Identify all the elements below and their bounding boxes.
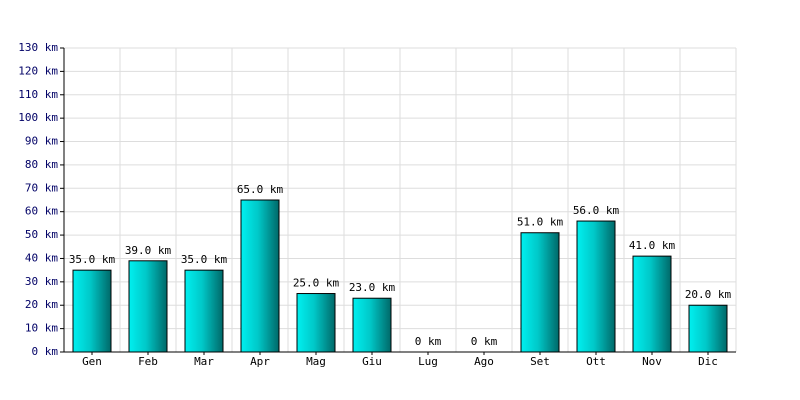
value-label: 23.0 km — [349, 281, 396, 294]
y-tick-label: 70 km — [25, 181, 58, 194]
x-tick-label: Set — [530, 355, 550, 368]
bar — [576, 220, 616, 353]
y-tick-label: 40 km — [25, 251, 58, 264]
y-tick-label: 90 km — [25, 135, 58, 148]
x-tick-label: Apr — [250, 355, 270, 368]
x-tick-label: Ago — [474, 355, 494, 368]
y-tick-label: 130 km — [18, 41, 58, 54]
value-label: 20.0 km — [685, 288, 732, 301]
bar — [632, 255, 672, 353]
y-tick-label: 110 km — [18, 88, 58, 101]
value-label: 0 km — [415, 335, 442, 348]
y-tick-label: 0 km — [32, 345, 59, 358]
bar — [184, 269, 224, 353]
x-tick-label: Ott — [586, 355, 606, 368]
x-tick-label: Mar — [194, 355, 214, 368]
value-label: 56.0 km — [573, 204, 620, 217]
bar — [240, 199, 280, 353]
y-tick-label: 10 km — [25, 322, 58, 335]
y-tick-label: 100 km — [18, 111, 58, 124]
bar — [296, 293, 336, 353]
x-tick-label: Nov — [642, 355, 662, 368]
y-tick-label: 60 km — [25, 205, 58, 218]
bar — [688, 304, 728, 353]
bar — [72, 269, 112, 353]
bar — [352, 297, 392, 353]
x-tick-label: Feb — [138, 355, 158, 368]
value-label: 39.0 km — [125, 244, 172, 257]
x-tick-label: Dic — [698, 355, 718, 368]
x-tick-label: Gen — [82, 355, 102, 368]
y-tick-label: 20 km — [25, 298, 58, 311]
bar — [128, 260, 168, 353]
value-label: 35.0 km — [181, 253, 228, 266]
y-tick-label: 120 km — [18, 64, 58, 77]
value-label: 65.0 km — [237, 183, 284, 196]
y-tick-label: 80 km — [25, 158, 58, 171]
x-tick-label: Lug — [418, 355, 438, 368]
bar — [520, 232, 560, 353]
value-label: 41.0 km — [629, 239, 676, 252]
x-tick-label: Mag — [306, 355, 326, 368]
y-tick-label: 30 km — [25, 275, 58, 288]
x-tick-label: Giu — [362, 355, 382, 368]
y-tick-label: 50 km — [25, 228, 58, 241]
value-label: 51.0 km — [517, 216, 564, 229]
value-label: 35.0 km — [69, 253, 116, 266]
value-label: 0 km — [471, 335, 498, 348]
value-label: 25.0 km — [293, 277, 340, 290]
